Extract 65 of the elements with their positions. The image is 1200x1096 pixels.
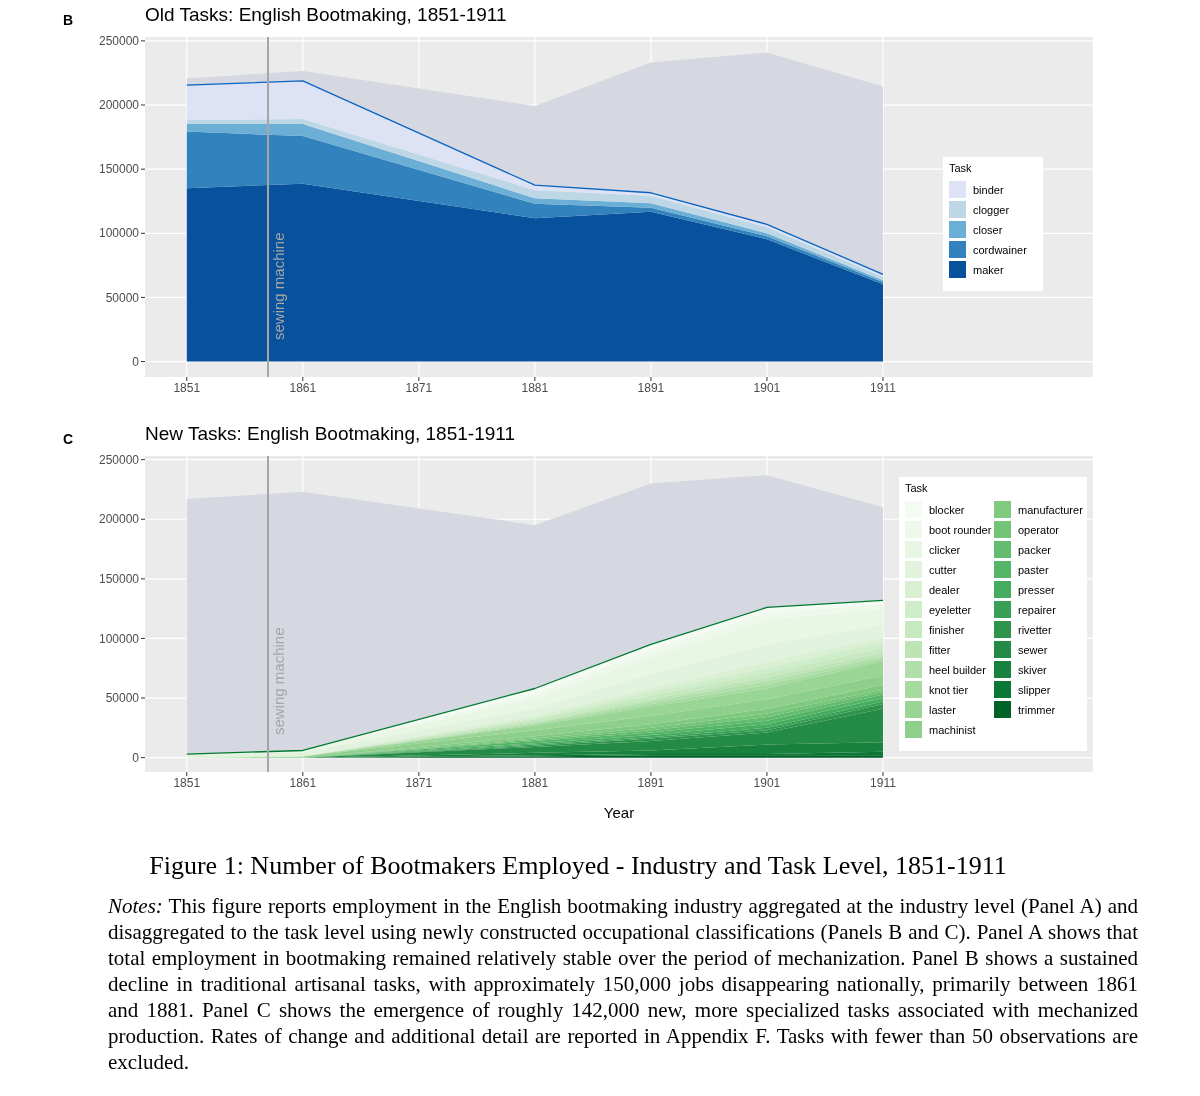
legend-label: manufacturer [1018, 503, 1084, 516]
legend-label: blocker [929, 503, 965, 516]
legend-label: packer [1018, 543, 1052, 556]
y-tick-label: 250000 [98, 34, 140, 49]
legend-label: closer [973, 223, 1003, 236]
x-tick-label: 1861 [289, 776, 317, 790]
y-tick-label: 0 [132, 354, 140, 369]
legend-label: clicker [929, 543, 961, 556]
y-tick-label: 100000 [98, 631, 140, 646]
x-tick-label: 1881 [521, 776, 549, 790]
legend-label: laster [929, 703, 957, 716]
y-tick-label: 50000 [105, 691, 140, 706]
x-tick-label: 1891 [637, 381, 665, 395]
legend-label: slipper [1018, 683, 1051, 696]
legend-label: paster [1018, 563, 1049, 576]
x-tick-label: 1911 [870, 776, 897, 790]
x-tick-label: 1851 [173, 776, 201, 790]
text: C [63, 431, 74, 447]
x-tick-label: 1911 [870, 381, 897, 395]
y-tick-label: 100000 [98, 226, 140, 241]
x-tick-label: 1891 [637, 776, 665, 790]
legend-label: eyeletter [929, 603, 972, 616]
legend-label: clogger [973, 203, 1010, 216]
y-tick-label: 200000 [98, 512, 140, 527]
legend-label: finisher [929, 623, 965, 636]
x-tick-label: 1901 [753, 776, 781, 790]
y-tick-label: 150000 [98, 572, 140, 587]
chart-title: Old Tasks: English Bootmaking, 1851-1911 [145, 4, 507, 25]
x-tick-label: 1881 [521, 381, 549, 395]
legend-label: maker [973, 263, 1004, 276]
y-tick-label: 200000 [98, 98, 140, 113]
x-tick-label: 1871 [405, 381, 433, 395]
legend-label: cordwainer [973, 243, 1028, 256]
legend-label: trimmer [1018, 703, 1056, 716]
legend-label: heel builder [929, 663, 987, 676]
legend-label: operator [1018, 523, 1060, 536]
legend-label: skiver [1018, 663, 1048, 676]
x-tick-label: 1871 [405, 776, 433, 790]
y-tick-label: 250000 [98, 452, 140, 467]
legend-title: Task [949, 162, 973, 174]
legend-label: machinist [929, 723, 976, 736]
legend-label: presser [1018, 583, 1056, 596]
chart-title: New Tasks: English Bootmaking, 1851-1911 [145, 423, 516, 444]
y-tick-label: 0 [132, 750, 140, 765]
x-tick-label: 1851 [173, 381, 201, 395]
y-tick-label: 50000 [105, 290, 140, 305]
legend-label: knot tier [929, 683, 969, 696]
legend-title: Task [905, 482, 929, 494]
x-tick-label: 1901 [753, 381, 781, 395]
legend-label: dealer [929, 583, 960, 596]
text: B [63, 12, 74, 28]
legend-label: cutter [929, 563, 957, 576]
legend-label: boot rounder [929, 523, 992, 536]
legend-label: sewer [1018, 643, 1048, 656]
x-axis-title: Year [603, 804, 635, 821]
caption: Figure 1: Number of Bootmakers Employed - Industry and Task Level, 1851-1911 [148, 851, 1008, 881]
legend-label: binder [973, 183, 1004, 196]
ref-line-label: sewing machine [270, 627, 287, 735]
ref-line-label: sewing machine [270, 232, 287, 340]
y-tick-label: 150000 [98, 162, 140, 177]
legend-label: fitter [929, 643, 951, 656]
x-tick-label: 1861 [289, 381, 317, 395]
legend-label: repairer [1018, 603, 1057, 616]
text: Notes: This figure reports employment in the English bootmaking industry aggregated at the industry level (Panel A) and disaggregated to the task level using newly constructed occupational classifications (Panels B and C). Panel A shows that total employment in bootmaking remained relatively stable over the period of mechanization. Panel B shows a sustained decline in traditional artisanal tasks, with approximately 150,000 jobs disappearing nationally, primarily between 1861 and 1881. Panel C shows the emergence of roughly 142,000 new, more specialized tasks associated with mechanized production. Rates of change and additional detail are reported in Appendix F. Tasks with fewer than 50 observations are excluded. [108, 893, 1138, 1075]
legend-label: rivetter [1018, 623, 1052, 636]
